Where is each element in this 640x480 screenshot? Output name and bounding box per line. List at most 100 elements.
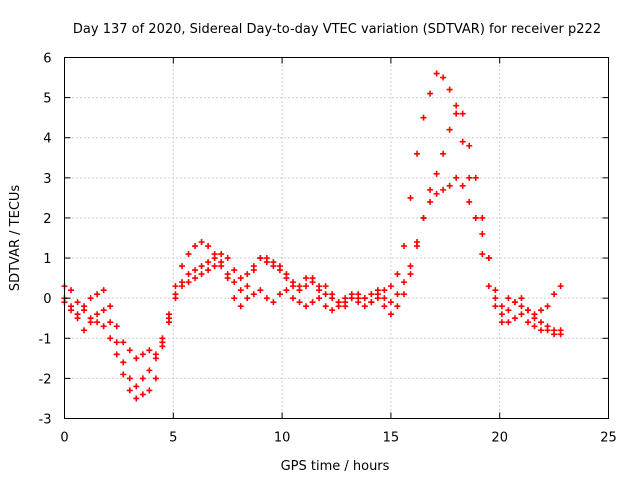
data-point <box>133 395 140 402</box>
data-point <box>459 138 466 145</box>
data-point <box>172 283 179 290</box>
data-point <box>270 259 277 266</box>
data-point <box>551 291 558 298</box>
data-point <box>120 371 127 378</box>
data-point <box>459 110 466 117</box>
data-point <box>459 182 466 189</box>
data-point <box>94 291 101 298</box>
data-point <box>100 307 107 314</box>
data-point <box>414 150 421 157</box>
y-tick-label: 1 <box>43 252 51 267</box>
data-point <box>257 255 264 262</box>
data-point <box>472 174 479 181</box>
data-point <box>309 299 316 306</box>
y-tick-label: 0 <box>43 292 51 307</box>
data-point <box>538 307 545 314</box>
data-point <box>237 275 244 282</box>
data-point <box>446 86 453 93</box>
x-tick-label: 0 <box>60 431 68 446</box>
data-point <box>100 287 107 294</box>
data-point <box>387 299 394 306</box>
data-point <box>394 303 401 310</box>
data-point <box>172 295 179 302</box>
data-point <box>146 367 153 374</box>
data-point <box>407 271 414 278</box>
data-point <box>224 255 231 262</box>
data-point <box>179 263 186 270</box>
data-point <box>270 299 277 306</box>
data-point <box>485 255 492 262</box>
data-point <box>381 303 388 310</box>
data-point <box>479 230 486 237</box>
data-point <box>185 279 192 286</box>
data-point <box>126 375 133 382</box>
data-point <box>329 307 336 314</box>
axis-ticks: 0 5 10 15 20 25 -3 -2 -1 0 1 2 3 4 5 6 <box>39 52 617 446</box>
x-tick-label: 25 <box>600 431 617 446</box>
data-point <box>152 355 159 362</box>
data-point <box>165 311 172 318</box>
data-point <box>276 291 283 298</box>
data-point <box>322 303 329 310</box>
data-point <box>81 303 88 310</box>
data-point <box>205 243 212 250</box>
data-point <box>192 275 199 282</box>
data-point <box>420 214 427 221</box>
data-point <box>139 351 146 358</box>
data-point <box>453 110 460 117</box>
data-point <box>250 291 257 298</box>
plot-frame <box>64 57 609 419</box>
data-point <box>531 323 538 330</box>
data-point <box>231 279 238 286</box>
chart-title: Day 137 of 2020, Sidereal Day-to-day VTE… <box>73 22 601 37</box>
data-point <box>466 142 473 149</box>
data-point <box>440 150 447 157</box>
data-point <box>133 383 140 390</box>
data-point <box>198 239 205 246</box>
data-point <box>479 251 486 258</box>
data-point <box>524 307 531 314</box>
data-point <box>237 287 244 294</box>
data-point <box>296 283 303 290</box>
data-point <box>185 251 192 258</box>
data-point <box>400 243 407 250</box>
data-point <box>518 311 525 318</box>
data-point <box>329 291 336 298</box>
data-point <box>453 174 460 181</box>
data-point <box>68 303 75 310</box>
data-point <box>159 335 166 342</box>
data-point <box>81 327 88 334</box>
data-point <box>557 331 564 338</box>
data-point <box>427 198 434 205</box>
data-point <box>146 387 153 394</box>
data-point <box>355 291 362 298</box>
data-point <box>316 295 323 302</box>
data-point <box>211 263 218 270</box>
data-points <box>61 70 564 402</box>
data-point <box>407 194 414 201</box>
data-point <box>322 283 329 290</box>
data-point <box>303 275 310 282</box>
data-point <box>139 375 146 382</box>
data-point <box>113 339 120 346</box>
data-point <box>544 303 551 310</box>
data-point <box>342 295 349 302</box>
data-point <box>479 214 486 221</box>
data-point <box>427 90 434 97</box>
data-point <box>185 271 192 278</box>
data-point <box>74 299 81 306</box>
data-point <box>440 186 447 193</box>
data-point <box>407 263 414 270</box>
data-point <box>498 311 505 318</box>
data-point <box>107 335 114 342</box>
data-point <box>120 339 127 346</box>
data-point <box>511 299 518 306</box>
data-point <box>342 303 349 310</box>
data-point <box>113 351 120 358</box>
data-point <box>466 198 473 205</box>
data-point <box>309 279 316 286</box>
data-point <box>322 291 329 298</box>
data-point <box>257 287 264 294</box>
data-point <box>381 287 388 294</box>
